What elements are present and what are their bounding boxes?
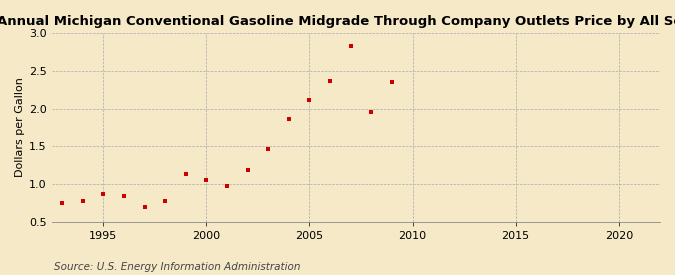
Point (78, 199, 88, 204)
Point (284, 117, 294, 122)
Y-axis label: Dollars per Gallon: Dollars per Gallon (15, 78, 25, 177)
Point (346, 44, 356, 48)
Point (366, 110, 377, 115)
Point (180, 172, 191, 177)
Point (201, 177, 212, 182)
Point (119, 194, 130, 198)
Point (325, 79, 335, 83)
Text: Source: U.S. Energy Information Administration: Source: U.S. Energy Information Administ… (54, 262, 300, 272)
Point (139, 204, 150, 209)
Point (304, 97, 315, 102)
Point (160, 199, 171, 203)
Point (387, 80, 398, 84)
Title: Annual Michigan Conventional Gasoline Midgrade Through Company Outlets Price by : Annual Michigan Conventional Gasoline Mi… (0, 15, 675, 28)
Point (221, 183, 232, 188)
Point (263, 146, 273, 151)
Point (57, 201, 68, 205)
Point (98, 192, 109, 196)
Point (242, 168, 253, 173)
